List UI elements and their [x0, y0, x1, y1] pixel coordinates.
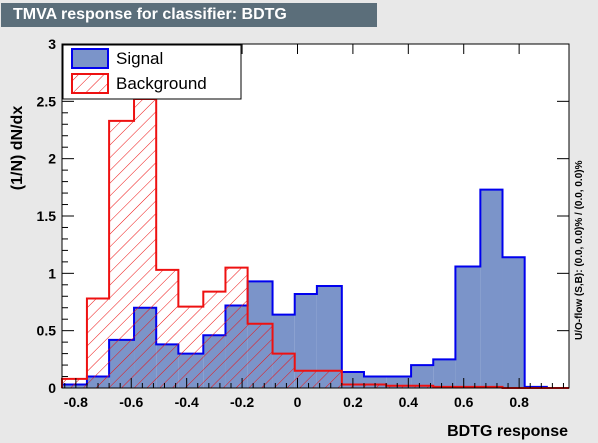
signal-bar [363, 376, 387, 388]
signal-bar [294, 293, 317, 388]
legend-swatch-signal [71, 48, 109, 69]
background-bar [411, 385, 434, 388]
background-bar [178, 306, 204, 388]
y-tick-label: 1 [48, 265, 56, 281]
x-tick-label: -0.8 [64, 394, 88, 410]
legend-label-signal: Signal [116, 49, 163, 68]
signal-bar [411, 365, 434, 388]
chart-title: TMVA response for classifier: BDTG [1, 3, 377, 27]
background-series [61, 98, 569, 389]
y-tick-label: 3 [48, 36, 56, 52]
x-tick-label: -0.6 [119, 394, 143, 410]
overflow-note: U/O-flow (S,B): (0.0, 0.0)% / (0.0, 0.0)… [574, 160, 585, 340]
y-tick-label: 0.5 [37, 323, 57, 339]
signal-bar [455, 266, 481, 388]
legend: Signal Background [62, 44, 242, 100]
x-tick-label: -0.2 [230, 394, 254, 410]
background-bar [86, 298, 110, 388]
background-outline [61, 98, 569, 389]
x-tick-label: 0 [294, 394, 302, 410]
y-tick-label: 1.5 [37, 208, 57, 224]
x-tick-label: 0.6 [454, 394, 474, 410]
background-bar [225, 267, 248, 388]
x-axis-ticks: -0.8 -0.6 -0.4 -0.2 0 0.2 0.4 0.6 0.8 [64, 44, 564, 410]
x-tick-label: -0.4 [175, 394, 199, 410]
background-bar [134, 99, 157, 388]
y-tick-label: 2 [48, 151, 56, 167]
x-axis-label: BDTG response [447, 423, 568, 440]
signal-bar [433, 359, 456, 388]
legend-swatch-background [71, 73, 109, 94]
signal-bar [502, 257, 525, 388]
y-tick-label: 0 [48, 380, 56, 396]
background-bar [247, 323, 273, 388]
background-bar [156, 269, 179, 388]
background-bar [203, 291, 226, 388]
background-bar [316, 370, 342, 388]
y-axis-label: (1/N) dN/dx [9, 106, 26, 191]
signal-bar [480, 189, 503, 388]
background-bar [272, 353, 295, 388]
background-bar [109, 120, 135, 389]
legend-label-background: Background [116, 74, 207, 93]
y-axis-ticks: 0 0.5 1 1.5 2 2.5 3 [37, 36, 569, 396]
background-bar [62, 378, 87, 388]
x-tick-label: 0.8 [509, 394, 529, 410]
x-tick-label: 0.4 [399, 394, 419, 410]
x-tick-label: 0.2 [343, 394, 363, 410]
background-bar [386, 385, 412, 388]
y-tick-label: 2.5 [37, 93, 57, 109]
signal-bar [386, 376, 412, 388]
background-bar [294, 370, 317, 388]
